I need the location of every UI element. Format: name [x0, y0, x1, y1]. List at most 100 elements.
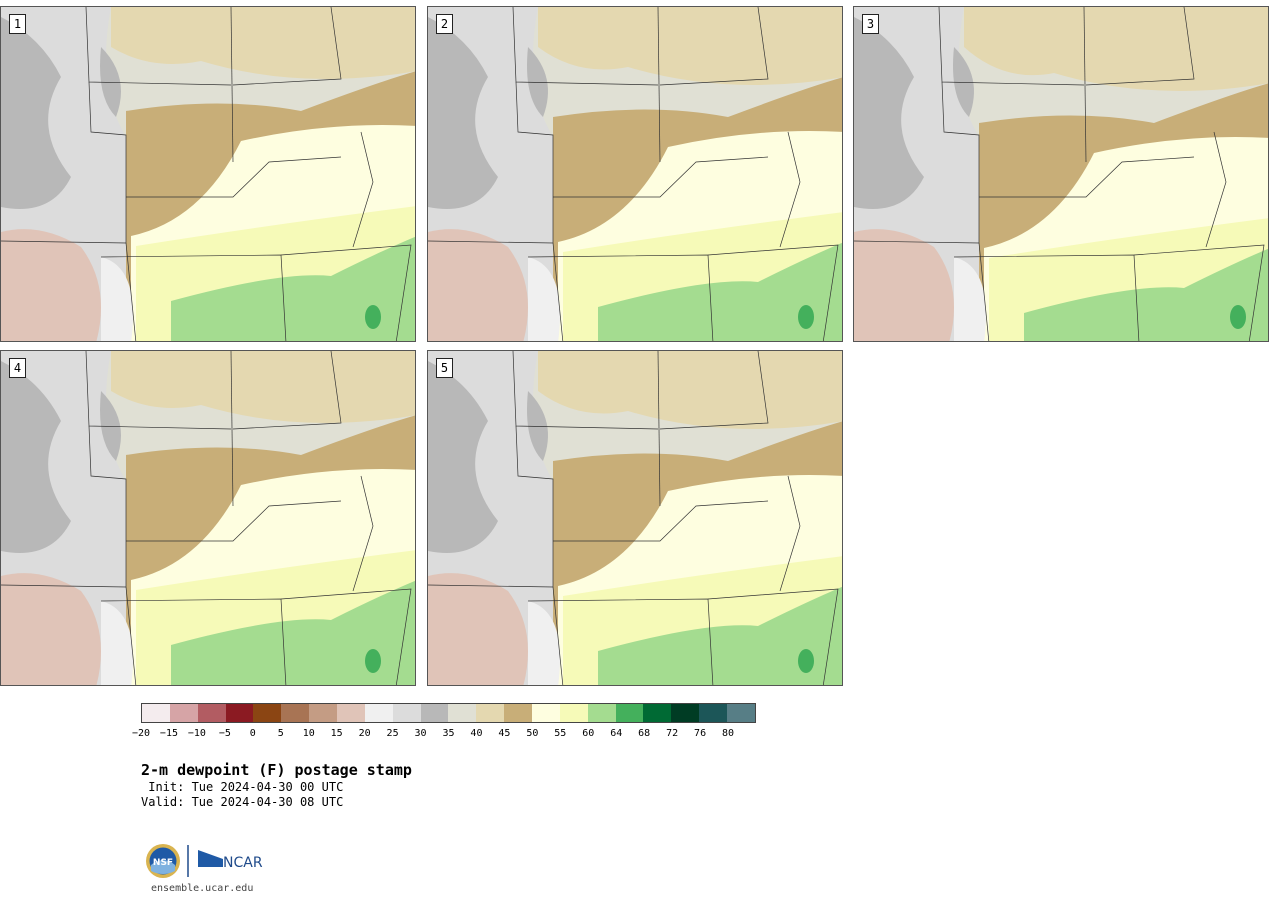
member-panel-4: 4: [0, 350, 416, 686]
dewpoint-64-region: [365, 649, 381, 673]
colorbar-swatch: [671, 704, 700, 722]
colorbar-swatch: [225, 704, 254, 722]
dewpoint-60-region: [598, 242, 842, 341]
state-borders: [854, 7, 1265, 341]
dewpoint-60-region: [171, 580, 415, 685]
colorbar-tick-label: 76: [694, 728, 707, 739]
border-line: [428, 81, 554, 244]
figure-title: 2-m dewpoint (F) postage stamp: [141, 761, 412, 779]
dewpoint-40-region: [111, 7, 415, 79]
dewpoint-30-region: [428, 361, 498, 553]
dewpoint-30-region: [527, 47, 548, 117]
colorbar-tick-label: 45: [498, 728, 511, 739]
colorbar-swatch: [142, 704, 170, 722]
border-line: [553, 500, 769, 542]
dewpoint-64-region: [365, 305, 381, 329]
dewpoint-15-region: [1, 573, 101, 685]
dewpoint-60-region: [1024, 248, 1268, 341]
colorbar-swatch: [615, 704, 644, 722]
dewpoint-64-region: [798, 649, 814, 673]
dewpoint-20-region: [528, 601, 560, 685]
member-panel-3: 3: [853, 6, 1269, 342]
colorbar-swatch: [169, 704, 198, 722]
colorbar-tick-label: −20: [131, 728, 151, 739]
border-line: [230, 7, 234, 163]
border-line: [552, 586, 564, 685]
colorbar-tick-label: −15: [159, 728, 178, 739]
dewpoint-map: [1, 7, 415, 341]
state-borders: [1, 351, 412, 685]
dewpoint-60-region: [171, 236, 415, 341]
site-url: ensemble.ucar.edu: [151, 883, 254, 894]
border-line: [657, 351, 661, 507]
colorbar-tick-label: 10: [302, 728, 315, 739]
colorbar-tick-label: 64: [610, 728, 623, 739]
colorbar-swatch: [309, 704, 338, 722]
valid-time: Valid: Tue 2024-04-30 08 UTC: [141, 795, 344, 809]
init-time: Init: Tue 2024-04-30 00 UTC: [141, 780, 344, 794]
dewpoint-map: [428, 7, 842, 341]
panel-number: 2: [436, 14, 453, 34]
panel-number: 4: [9, 358, 26, 378]
panel-number: 1: [9, 14, 26, 34]
dewpoint-40-region: [964, 7, 1268, 91]
colorbar-tick-label: 30: [414, 728, 427, 739]
dewpoint-64-region: [798, 305, 814, 329]
dewpoint-15-region: [428, 573, 528, 685]
border-line: [126, 156, 342, 198]
border-line: [779, 475, 801, 592]
colorbar-ticks: −20 −15 −10 −5 0 5 10 15 20 25 30 35 40 45 50 55 60 64 68 7…: [132, 728, 756, 742]
state-borders: [428, 7, 839, 341]
dewpoint-map: [1, 351, 415, 685]
colorbar-tick-label: 72: [666, 728, 679, 739]
colorbar-swatch: [587, 704, 616, 722]
dewpoint-60-region: [598, 586, 842, 685]
dewpoint-30-region: [1, 361, 71, 553]
member-panel-5: 5: [427, 350, 843, 686]
colorbar-swatch: [392, 704, 421, 722]
border-line: [1085, 7, 1195, 86]
colorbar-swatch: [504, 704, 533, 722]
dewpoint-15-region: [428, 229, 528, 341]
dewpoint-map: [428, 351, 842, 685]
border-line: [126, 500, 342, 542]
svg-text:NSF: NSF: [153, 858, 173, 868]
border-line: [779, 131, 801, 248]
dewpoint-30-region: [100, 47, 121, 117]
colorbar-swatch: [448, 704, 477, 722]
border-line: [1, 425, 127, 588]
border-line: [659, 351, 769, 430]
dewpoint-15-region: [1, 229, 101, 341]
colorbar-tick-label: 35: [442, 728, 455, 739]
border-line: [552, 242, 564, 341]
colorbar-swatch: [197, 704, 226, 722]
border-line: [232, 351, 342, 430]
colorbar-tick-label: −5: [218, 728, 231, 739]
border-line: [428, 425, 554, 588]
dewpoint-30-region: [527, 391, 548, 461]
ncar-logo-icon: NCAR: [198, 850, 263, 871]
border-line: [230, 351, 234, 507]
dewpoint-30-region: [953, 47, 974, 117]
panel-number: 3: [862, 14, 879, 34]
member-panel-1: 1: [0, 6, 416, 342]
border-line: [854, 81, 980, 244]
colorbar-tick-label: 20: [358, 728, 371, 739]
border-line: [1205, 131, 1227, 248]
member-panel-2: 2: [427, 6, 843, 342]
colorbar-tick-label: 5: [277, 728, 284, 739]
state-borders: [1, 7, 412, 341]
colorbar-tick-label: 60: [582, 728, 595, 739]
dewpoint-map: [854, 7, 1268, 341]
colorbar-swatch: [643, 704, 672, 722]
border-line: [232, 7, 342, 86]
dewpoint-30-region: [100, 391, 121, 461]
dewpoint-15-region: [854, 229, 954, 341]
border-line: [125, 242, 137, 341]
border-line: [657, 7, 661, 163]
border-line: [707, 588, 839, 685]
border-line: [1083, 7, 1087, 163]
dewpoint-40-region: [111, 351, 415, 423]
colorbar-tick-label: 80: [722, 728, 735, 739]
border-line: [352, 131, 374, 248]
